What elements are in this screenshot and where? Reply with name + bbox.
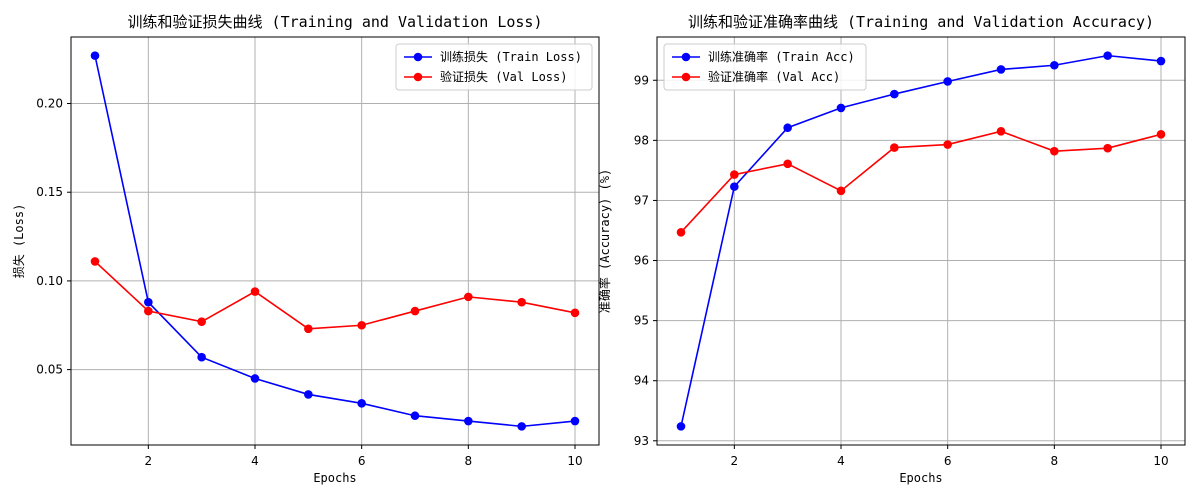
chart-title: 训练和验证准确率曲线 (Training and Validation Accu… (688, 13, 1154, 31)
data-point (197, 317, 206, 327)
data-point (996, 127, 1006, 136)
data-point (250, 287, 260, 296)
y-tick-label: 0.15 (36, 185, 63, 199)
data-point (783, 159, 792, 169)
legend-box (663, 43, 867, 91)
y-tick-label: 95 (634, 314, 649, 328)
data-point (943, 77, 952, 86)
series-line-0 (94, 55, 576, 428)
x-tick-label: 8 (465, 454, 473, 468)
x-tick-label: 4 (251, 454, 259, 468)
y-tick-label: 98 (634, 133, 649, 147)
data-point (730, 182, 739, 191)
data-point (1156, 56, 1166, 66)
data-point (996, 65, 1006, 74)
data-point (357, 320, 366, 330)
data-point (570, 308, 580, 318)
accuracy-chart: 2 4 6 8 10 93 94 95 96 97 98 99 训练和验证准确率曲线 (Training… (597, 13, 1186, 485)
series-line-1 (94, 260, 576, 330)
y-tick-label: 94 (634, 374, 649, 388)
legend: 训练损失 (Train Loss) 验证损失 (Val Loss) (395, 43, 593, 91)
data-point (1050, 60, 1059, 70)
plot-frame (70, 36, 600, 446)
data-point (783, 123, 792, 133)
data-point (197, 352, 206, 362)
x-axis-label: Epochs (313, 471, 356, 485)
y-tick-label: 97 (634, 193, 649, 207)
data-point (464, 416, 473, 426)
data-point (1156, 130, 1166, 139)
x-axis-label: Epochs (899, 471, 942, 485)
data-point (304, 324, 313, 334)
series-line-1 (680, 130, 1162, 233)
legend: 训练准确率 (Train Acc) 验证准确率 (Val Acc) (663, 43, 867, 91)
legend-marker (681, 72, 691, 82)
data-point (250, 374, 260, 383)
data-point (517, 422, 526, 431)
x-tick-label: 6 (944, 454, 952, 468)
legend-marker (681, 52, 691, 62)
x-tick-label: 2 (731, 454, 739, 468)
x-tick-label: 10 (1153, 454, 1168, 468)
data-point (90, 51, 100, 60)
x-tick-label: 4 (837, 454, 845, 468)
data-point (1103, 51, 1112, 60)
series-line-0 (680, 54, 1162, 427)
y-axis-label: 损失 (Loss) (11, 204, 26, 279)
data-point (357, 399, 366, 408)
legend-label: 验证损失 (Val Loss) (440, 69, 567, 84)
data-point (890, 143, 899, 152)
x-tick-label: 6 (358, 454, 366, 468)
data-point (144, 306, 153, 316)
legend-label: 训练损失 (Train Loss) (440, 49, 582, 64)
data-point (943, 140, 952, 149)
legend-box (395, 43, 593, 91)
data-point (836, 186, 846, 196)
legend-marker (413, 52, 423, 62)
data-point (570, 416, 580, 426)
data-point (836, 103, 846, 113)
loss-chart: 2 4 6 8 10 0.05 0.10 0.15 0.20 训练和验证损失曲线 (Trainin… (11, 13, 600, 485)
data-point (90, 257, 100, 266)
y-tick-label: 0.20 (36, 97, 63, 111)
plot-frame (656, 36, 1186, 446)
data-point (144, 297, 153, 307)
data-point (517, 297, 526, 307)
data-point (304, 390, 313, 399)
data-point (676, 227, 686, 237)
data-point (730, 170, 739, 179)
data-point (410, 411, 420, 421)
legend-label: 训练准确率 (Train Acc) (708, 49, 855, 64)
data-point (1103, 143, 1112, 153)
y-tick-label: 99 (634, 73, 649, 87)
data-point (890, 89, 899, 99)
data-point (464, 292, 473, 302)
y-tick-label: 0.10 (36, 274, 63, 288)
y-axis-label: 准确率 (Accuracy) (%) (597, 169, 612, 313)
legend-label: 验证准确率 (Val Acc) (708, 69, 840, 84)
x-tick-label: 8 (1051, 454, 1059, 468)
legend-marker (413, 72, 423, 82)
data-point (676, 422, 686, 431)
y-tick-label: 0.05 (36, 363, 63, 377)
data-point (410, 306, 420, 316)
x-tick-label: 10 (567, 454, 582, 468)
data-point (1050, 146, 1059, 156)
y-tick-label: 96 (634, 254, 649, 268)
y-tick-label: 93 (634, 434, 649, 448)
chart-title: 训练和验证损失曲线 (Training and Validation Loss) (128, 13, 543, 31)
x-tick-label: 2 (145, 454, 153, 468)
